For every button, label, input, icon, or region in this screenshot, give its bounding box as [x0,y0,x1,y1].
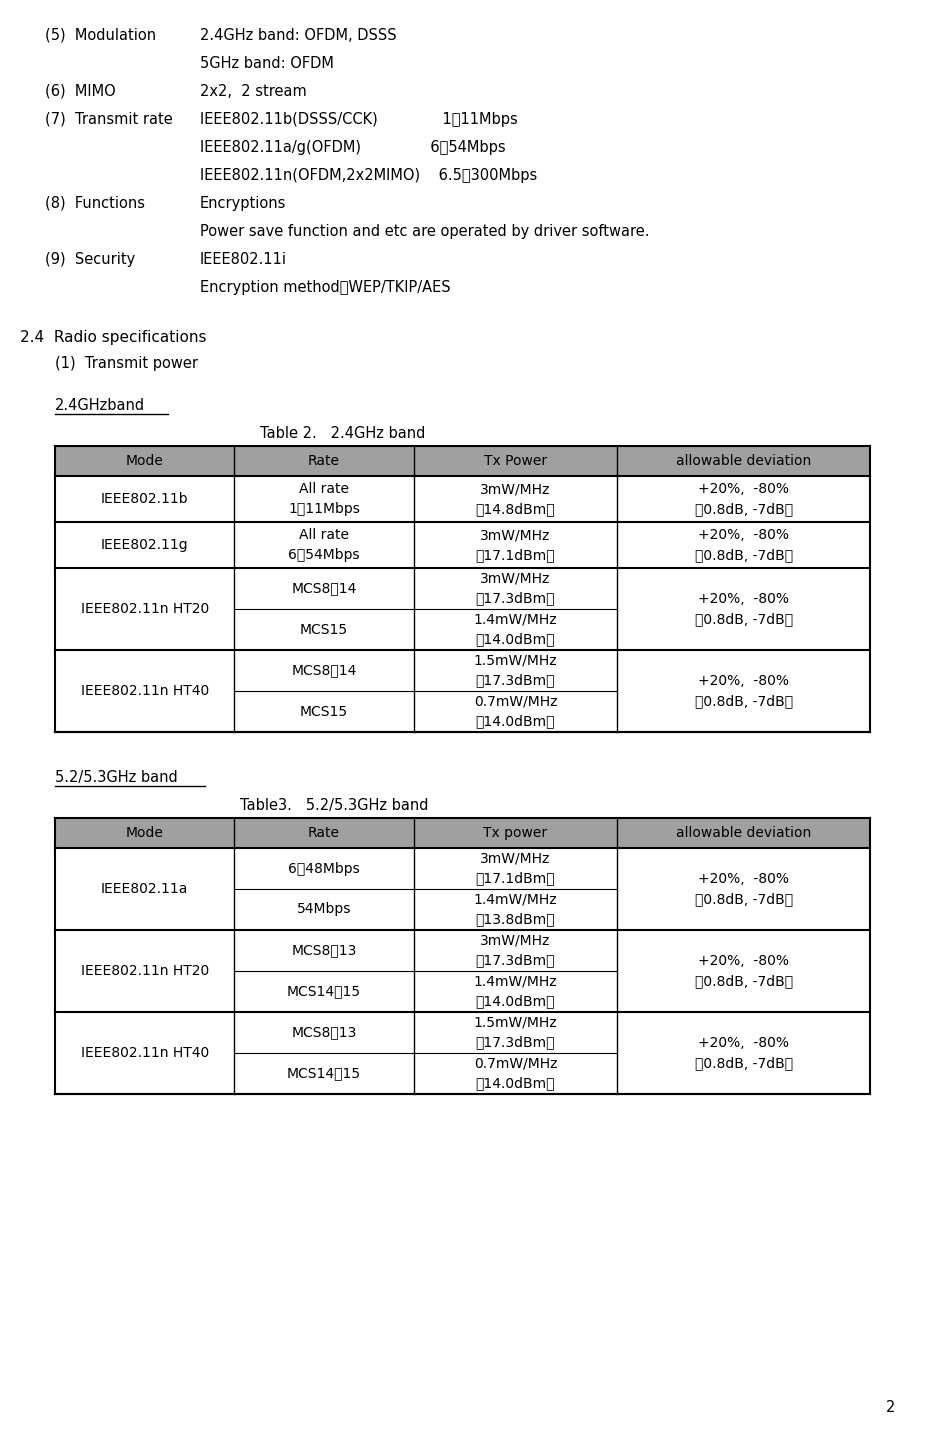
Text: (6)  MIMO: (6) MIMO [45,84,116,99]
Text: 3mW/MHz
（17.3dBm）: 3mW/MHz （17.3dBm） [476,934,556,967]
Text: 1.5mW/MHz
（17.3dBm）: 1.5mW/MHz （17.3dBm） [474,1016,557,1049]
Text: IEEE802.11b: IEEE802.11b [101,492,189,507]
Text: All rate
1～11Mbps: All rate 1～11Mbps [288,482,360,515]
Text: 1.4mW/MHz
（14.0dBm）: 1.4mW/MHz （14.0dBm） [474,975,557,1009]
Text: +20%,  -80%
＋0.8dB, -7dB）: +20%, -80% ＋0.8dB, -7dB） [694,528,793,562]
Text: 2: 2 [885,1400,895,1415]
Text: 1.4mW/MHz
（13.8dBm）: 1.4mW/MHz （13.8dBm） [474,893,557,926]
Text: 3mW/MHz
（17.1dBm）: 3mW/MHz （17.1dBm） [476,528,556,562]
Text: 3mW/MHz
（17.3dBm）: 3mW/MHz （17.3dBm） [476,572,556,605]
Text: MCS14～15: MCS14～15 [287,1066,361,1080]
Text: 2.4  Radio specifications: 2.4 Radio specifications [20,331,206,345]
Text: allowable deviation: allowable deviation [676,826,811,840]
Text: IEEE802.11n HT40: IEEE802.11n HT40 [81,1046,208,1060]
Bar [55,819,870,849]
Text: IEEE802.11n HT40: IEEE802.11n HT40 [81,684,208,698]
Text: Encryption method：WEP/TKIP/AES: Encryption method：WEP/TKIP/AES [200,280,451,295]
Text: IEEE802.11a: IEEE802.11a [101,881,188,896]
Text: +20%,  -80%
＋0.8dB, -7dB）: +20%, -80% ＋0.8dB, -7dB） [694,873,793,906]
Text: Mode: Mode [126,826,164,840]
Text: +20%,  -80%
＋0.8dB, -7dB）: +20%, -80% ＋0.8dB, -7dB） [694,592,793,625]
Text: allowable deviation: allowable deviation [676,454,811,468]
Text: Rate: Rate [308,826,340,840]
Text: (5)  Modulation: (5) Modulation [45,29,156,43]
Text: Mode: Mode [126,454,164,468]
Text: 5.2/5.3GHz band: 5.2/5.3GHz band [55,770,178,786]
Bar [55,446,870,477]
Text: MCS8～13: MCS8～13 [292,943,357,957]
Bar [55,819,870,1095]
Text: Table3.   5.2/5.3GHz band: Table3. 5.2/5.3GHz band [240,798,429,813]
Text: IEEE802.11i: IEEE802.11i [200,252,287,268]
Text: Rate: Rate [308,454,340,468]
Text: Tx Power: Tx Power [484,454,547,468]
Text: MCS8～14: MCS8～14 [292,664,357,677]
Text: IEEE802.11g: IEEE802.11g [101,538,189,552]
Text: +20%,  -80%
＋0.8dB, -7dB）: +20%, -80% ＋0.8dB, -7dB） [694,674,793,708]
Text: Encryptions: Encryptions [200,196,286,210]
Text: 5GHz band: OFDM: 5GHz band: OFDM [200,56,334,72]
Text: 2.4GHz band: OFDM, DSSS: 2.4GHz band: OFDM, DSSS [200,29,396,43]
Text: 1.5mW/MHz
（17.3dBm）: 1.5mW/MHz （17.3dBm） [474,654,557,687]
Text: (7)  Transmit rate: (7) Transmit rate [45,112,173,127]
Text: MCS14～15: MCS14～15 [287,985,361,999]
Text: MCS15: MCS15 [300,704,348,718]
Text: MCS8～14: MCS8～14 [292,581,357,595]
Text: MCS15: MCS15 [300,622,348,637]
Bar [55,446,870,733]
Text: 54Mbps: 54Mbps [296,903,351,916]
Text: 0.7mW/MHz
（14.0dBm）: 0.7mW/MHz （14.0dBm） [474,694,557,728]
Text: (9)  Security: (9) Security [45,252,135,268]
Text: +20%,  -80%
＋0.8dB, -7dB）: +20%, -80% ＋0.8dB, -7dB） [694,954,793,987]
Text: 6～48Mbps: 6～48Mbps [288,861,360,876]
Text: IEEE802.11n HT20: IEEE802.11n HT20 [81,602,208,615]
Text: 3mW/MHz
（17.1dBm）: 3mW/MHz （17.1dBm） [476,851,556,886]
Text: Tx power: Tx power [483,826,547,840]
Text: IEEE802.11a/g(OFDM)               6～54Mbps: IEEE802.11a/g(OFDM) 6～54Mbps [200,140,506,155]
Text: MCS8～13: MCS8～13 [292,1026,357,1039]
Text: (8)  Functions: (8) Functions [45,196,145,210]
Text: IEEE802.11n HT20: IEEE802.11n HT20 [81,964,208,977]
Text: IEEE802.11b(DSSS/CCK)              1～11Mbps: IEEE802.11b(DSSS/CCK) 1～11Mbps [200,112,518,127]
Text: 0.7mW/MHz
（14.0dBm）: 0.7mW/MHz （14.0dBm） [474,1056,557,1090]
Text: +20%,  -80%
＋0.8dB, -7dB）: +20%, -80% ＋0.8dB, -7dB） [694,482,793,515]
Text: IEEE802.11n(OFDM,2x2MIMO)    6.5～300Mbps: IEEE802.11n(OFDM,2x2MIMO) 6.5～300Mbps [200,167,537,183]
Text: (1)  Transmit power: (1) Transmit power [55,356,198,371]
Text: 3mW/MHz
（14.8dBm）: 3mW/MHz （14.8dBm） [476,482,556,515]
Text: +20%,  -80%
＋0.8dB, -7dB）: +20%, -80% ＋0.8dB, -7dB） [694,1036,793,1070]
Text: 2.4GHzband: 2.4GHzband [55,398,145,414]
Text: 2x2,  2 stream: 2x2, 2 stream [200,84,307,99]
Text: Table 2.   2.4GHz band: Table 2. 2.4GHz band [260,426,425,441]
Text: 1.4mW/MHz
（14.0dBm）: 1.4mW/MHz （14.0dBm） [474,612,557,647]
Text: Power save function and etc are operated by driver software.: Power save function and etc are operated… [200,225,649,239]
Text: All rate
6～54Mbps: All rate 6～54Mbps [288,528,360,562]
